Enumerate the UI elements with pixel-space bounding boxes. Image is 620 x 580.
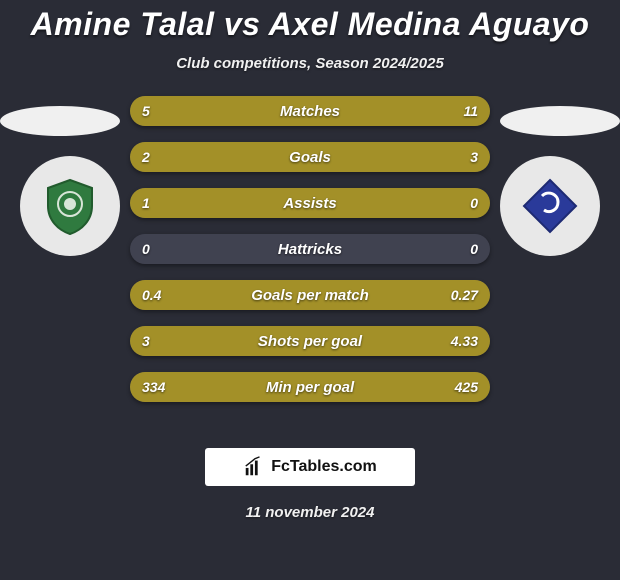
club-badge-right [500,156,600,256]
footer-date: 11 november 2024 [0,504,620,521]
diamond-icon [520,176,580,236]
bar-fill-left [130,96,242,126]
shield-icon [40,176,100,236]
stat-row: 23Goals [130,142,490,172]
page-title: Amine Talal vs Axel Medina Aguayo [0,0,620,43]
bar-track [130,234,490,264]
stat-row: 10Assists [130,188,490,218]
stat-bars: 511Matches 23Goals 10Assists 00Hattricks 0.4… [130,96,490,418]
bar-fill-right [242,96,490,126]
club-badge-left [20,156,120,256]
stat-row: 34.33Shots per goal [130,326,490,356]
stat-row: 00Hattricks [130,234,490,264]
bar-fill-left [130,326,278,356]
bar-fill-left [130,142,274,172]
bar-fill-left [130,372,288,402]
footer-logo-text: FcTables.com [271,458,377,476]
bar-fill-right [278,326,490,356]
chart-icon [243,456,265,478]
stat-row: 511Matches [130,96,490,126]
bar-fill-left [130,280,346,310]
stat-row: 334425Min per goal [130,372,490,402]
player-ellipse-right [500,106,620,136]
footer-logo: FcTables.com [205,448,415,486]
comparison-area: 511Matches 23Goals 10Assists 00Hattricks 0.4… [0,96,620,436]
bar-fill-right [346,280,490,310]
bar-fill-right [274,142,490,172]
bar-fill-right [288,372,490,402]
bar-fill-left [130,188,490,218]
page-subtitle: Club competitions, Season 2024/2025 [0,55,620,72]
stat-row: 0.40.27Goals per match [130,280,490,310]
player-ellipse-left [0,106,120,136]
